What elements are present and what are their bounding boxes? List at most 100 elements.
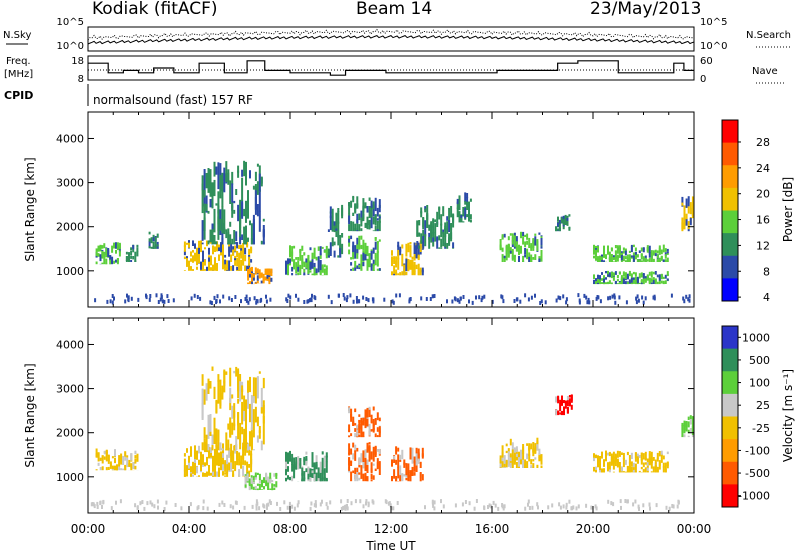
power-echo-cell [227, 232, 230, 245]
velocity-ground-scatter [134, 503, 137, 508]
power-echo-cell [205, 203, 208, 212]
velocity-echo-cell [515, 461, 518, 468]
power-echo-cell [499, 245, 502, 248]
power-echo-cell [607, 249, 609, 255]
power-echo-cell [198, 253, 200, 264]
power-ground-scatter [625, 300, 628, 305]
power-echo-cell [208, 247, 210, 255]
power-echo-cell [608, 274, 611, 278]
velocity-echo-cell [126, 457, 129, 467]
power-echo-cell [333, 221, 336, 226]
power-ground-scatter [352, 299, 355, 304]
power-echo-cell [232, 265, 235, 271]
velocity-echo-cell [354, 474, 357, 482]
power-echo-cell [360, 217, 363, 227]
velocity-echo-cell [624, 459, 627, 465]
velocity-echo-cell [250, 475, 253, 478]
power-echo-cell [335, 212, 338, 216]
power-echo-cell [364, 202, 367, 209]
power-echo-cell [247, 274, 250, 281]
velocity-echo-cell [634, 471, 637, 473]
velocity-echo-cell [254, 477, 257, 480]
power-ground-scatter [500, 294, 503, 299]
velocity-echo-cell [287, 475, 289, 480]
power-echo-cell [213, 235, 216, 245]
power-echo-cell [231, 238, 234, 245]
velocity-echo-cell [229, 387, 232, 404]
power-echo-cell [150, 239, 153, 244]
power-echo-cell [251, 272, 253, 281]
power-echo-cell [348, 215, 351, 224]
velocity-echo-cell [107, 454, 110, 461]
velocity-echo-cell [258, 480, 261, 484]
power-echo-cell [183, 250, 186, 256]
power-ground-scatter [330, 300, 333, 305]
power-echo-cell [254, 267, 257, 272]
velocity-echo-cell [291, 475, 294, 482]
power-echo-cell [509, 250, 512, 254]
power-echo-cell [419, 267, 422, 276]
power-echo-cell [644, 276, 647, 280]
power-echo-cell [607, 270, 609, 278]
velocity-echo-cell [628, 455, 631, 465]
power-echo-cell [366, 206, 369, 213]
power-ground-scatter [307, 299, 310, 304]
power-echo-cell [115, 259, 117, 263]
power-echo-cell [227, 172, 230, 182]
velocity-ground-scatter [340, 499, 343, 504]
power-echo-cell [422, 244, 425, 249]
power-echo-cell [632, 277, 635, 280]
power-echo-cell [438, 247, 441, 249]
power-colorbar-swatch [722, 187, 738, 211]
velocity-echo-cell [273, 484, 276, 487]
power-echo-cell [646, 247, 649, 253]
velocity-ground-scatter [671, 504, 674, 508]
power-echo-cell [99, 257, 102, 262]
velocity-echo-cell [368, 455, 371, 462]
velocity-echo-cell [360, 417, 363, 429]
velocity-echo-cell [650, 471, 653, 473]
velocity-echo-cell [211, 366, 214, 371]
power-ground-scatter [534, 293, 536, 298]
power-ground-scatter [356, 299, 358, 304]
power-echo-cell [192, 269, 194, 271]
power-echo-cell [599, 259, 601, 262]
velocity-echo-cell [321, 469, 324, 480]
velocity-echo-cell [522, 450, 525, 460]
power-echo-cell [196, 266, 198, 270]
power-ground-scatter [555, 298, 558, 303]
power-echo-cell [226, 266, 229, 271]
power-echo-cell [501, 247, 504, 252]
velocity-echo-cell [120, 468, 123, 471]
power-echo-cell [327, 255, 330, 258]
power-echo-cell [648, 258, 651, 262]
velocity-echo-cell [378, 417, 381, 422]
velocity-echo-cell [209, 381, 212, 389]
velocity-echo-cell [526, 453, 529, 460]
power-echo-cell [333, 250, 336, 258]
velocity-echo-cell [261, 479, 263, 483]
power-echo-cell [601, 282, 603, 284]
power-echo-cell [428, 224, 431, 231]
power-echo-cell [499, 239, 502, 251]
velocity-echo-cell [289, 450, 291, 462]
power-echo-cell [116, 258, 119, 265]
power-echo-cell [254, 282, 257, 284]
power-echo-cell [515, 241, 518, 252]
power-echo-cell [125, 256, 128, 261]
power-echo-cell [416, 241, 419, 249]
power-echo-cell [648, 271, 651, 276]
velocity-echo-cell [370, 462, 373, 474]
power-ground-scatter [130, 296, 133, 301]
velocity-echo-cell [203, 427, 206, 439]
velocity-echo-cell [267, 482, 270, 490]
power-echo-cell [258, 211, 261, 232]
velocity-ground-scatter [642, 503, 645, 508]
power-echo-cell [241, 177, 244, 202]
velocity-ytick-label: 1000 [56, 471, 84, 484]
power-echo-cell [256, 275, 259, 281]
power-echo-cell [422, 236, 425, 247]
power-echo-cell [540, 250, 543, 262]
power-ground-scatter [454, 297, 457, 302]
power-echo-cell [656, 250, 659, 254]
